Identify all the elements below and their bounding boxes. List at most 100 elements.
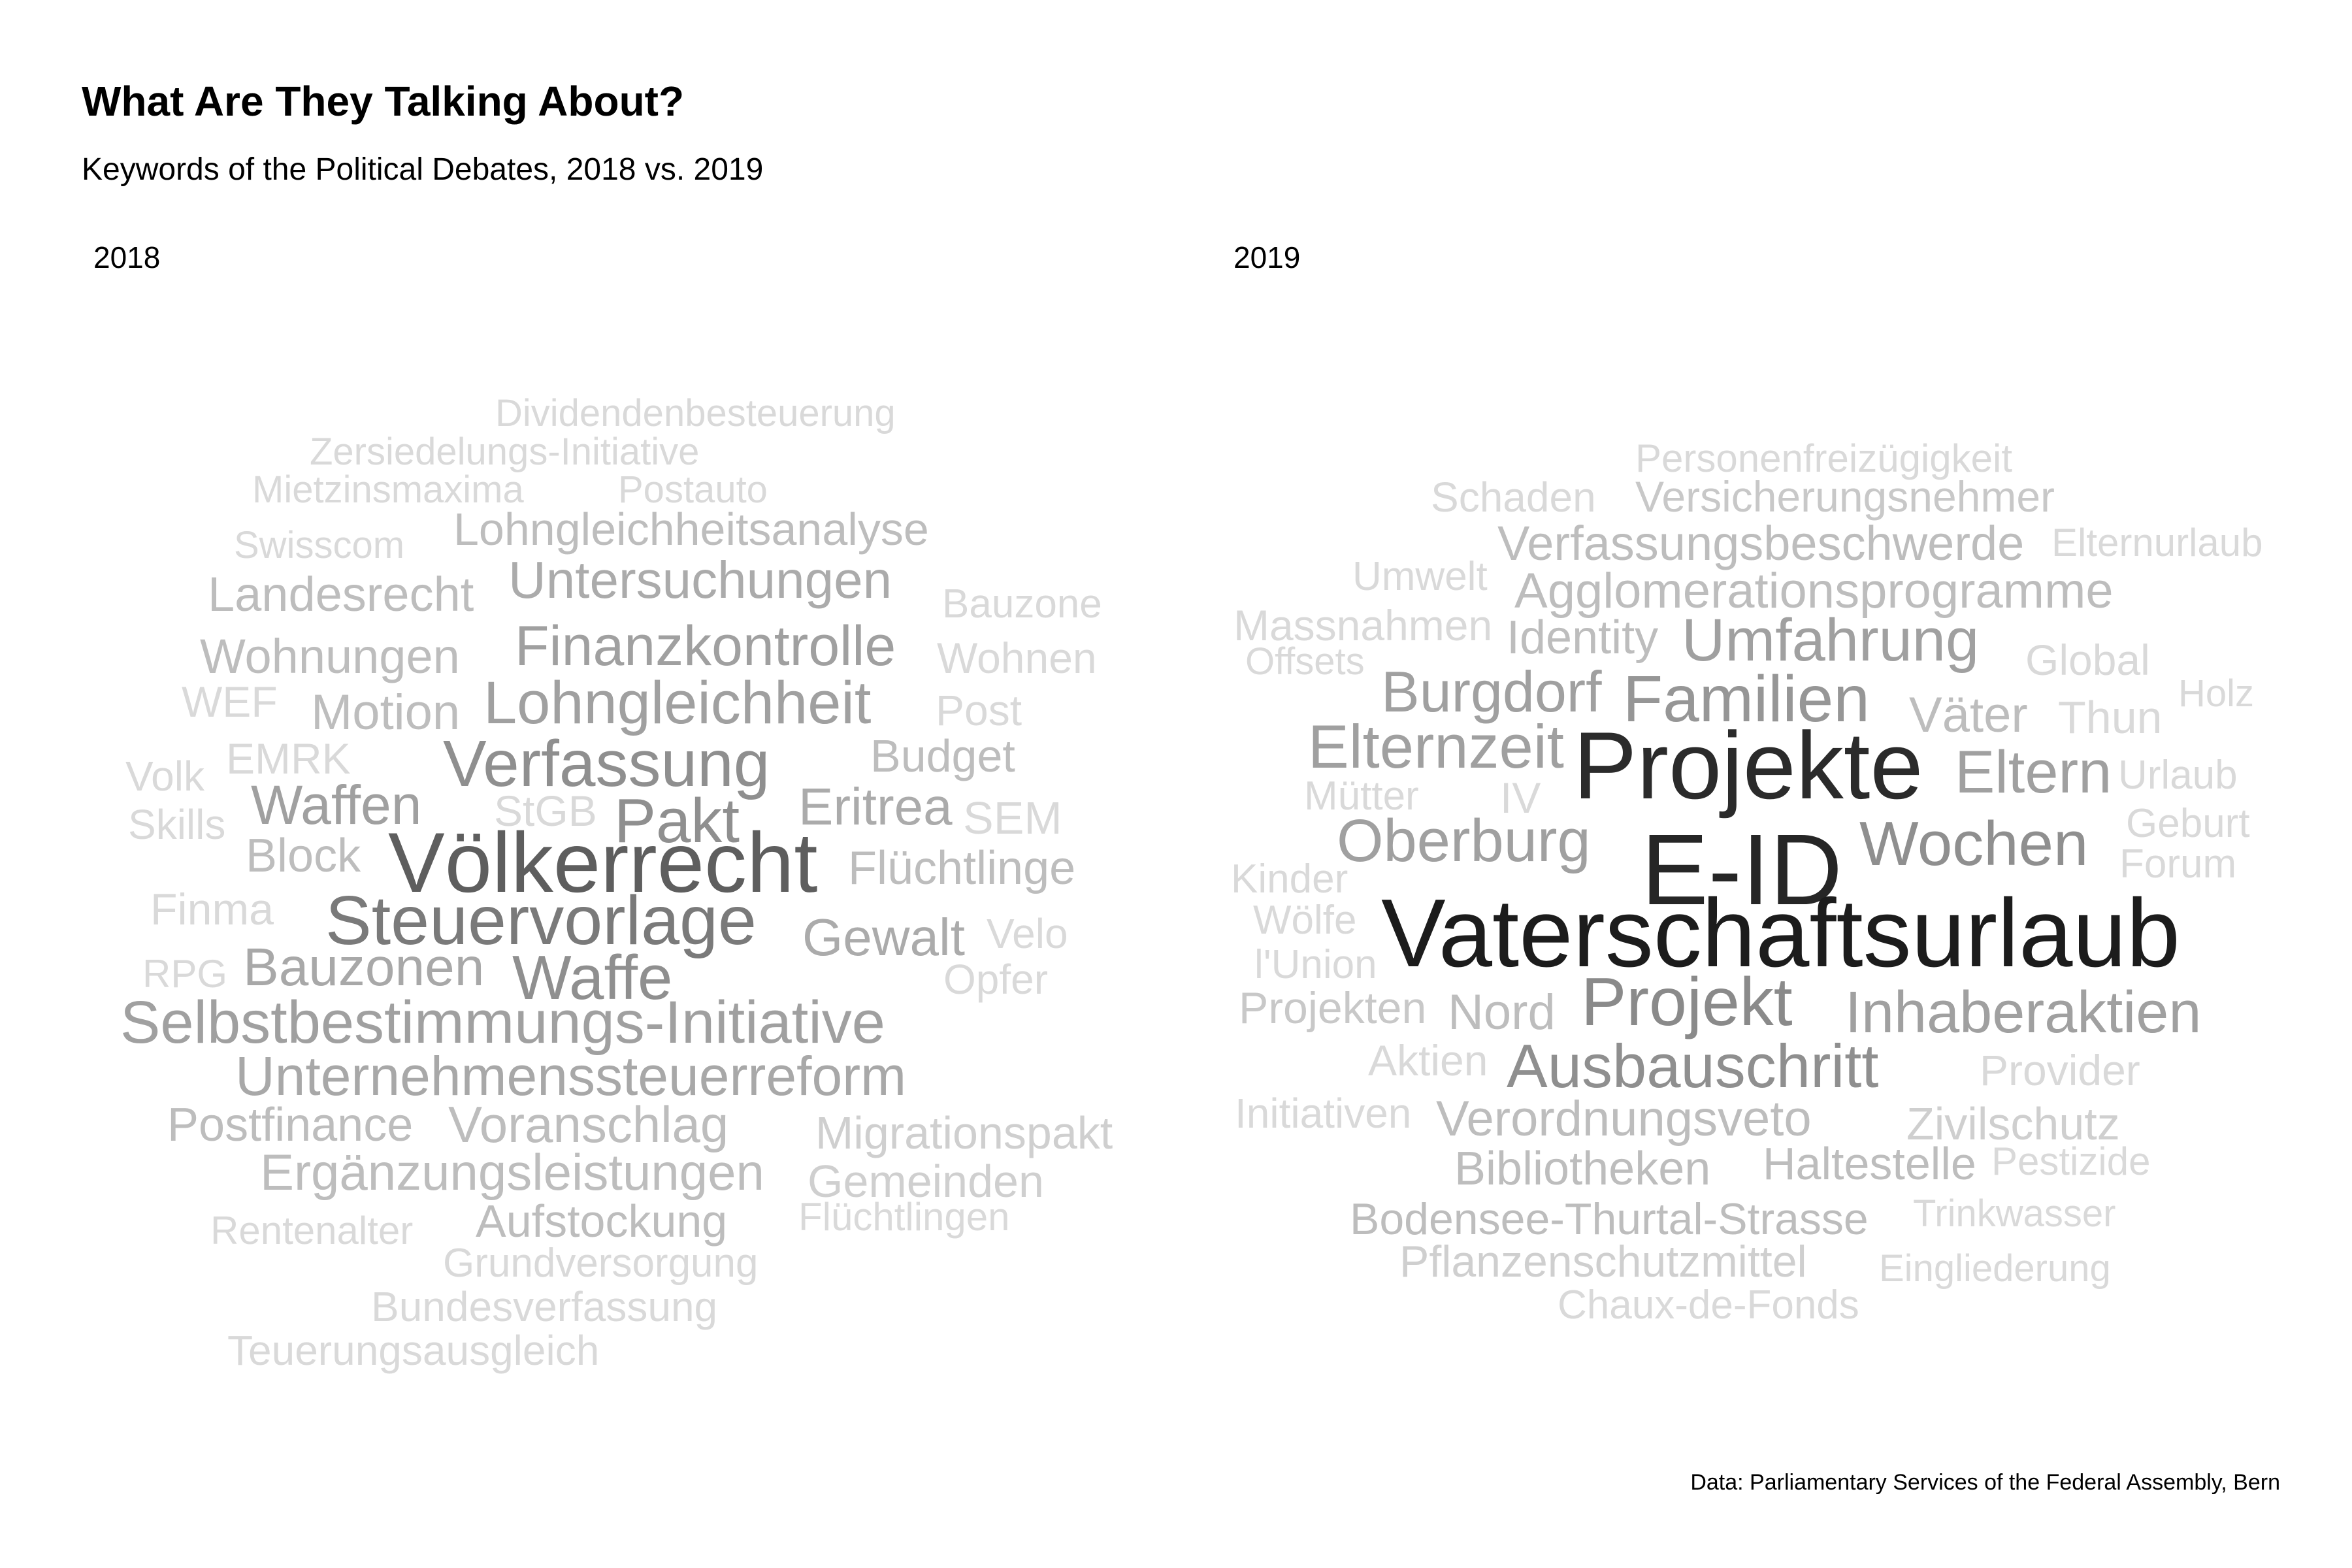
wordcloud-word: Identity bbox=[1507, 612, 1658, 664]
wordcloud-word: Ausbauschritt bbox=[1507, 1032, 1879, 1100]
wordcloud-word: Initiativen bbox=[1235, 1090, 1411, 1137]
wordcloud-word: Ergänzungsleistungen bbox=[260, 1143, 764, 1201]
wordcloud-word: Pakt bbox=[614, 786, 740, 856]
wordcloud-word: Block bbox=[246, 830, 361, 882]
wordcloud-word: Finma bbox=[150, 885, 274, 934]
wordcloud-word: Postauto bbox=[618, 468, 768, 511]
wordcloud-word: Wochen bbox=[1859, 809, 2088, 879]
wordcloud-word: Voranschlag bbox=[448, 1096, 728, 1153]
wordcloud-2018: DividendenbesteuerungZersiedelungs-Initi… bbox=[120, 392, 1113, 1374]
wordcloud-word: Selbstbestimmungs-Initiative bbox=[120, 989, 885, 1056]
wordcloud-word: Dividendenbesteuerung bbox=[495, 392, 896, 434]
wordcloud-word: Bodensee-Thurtal-Strasse bbox=[1350, 1194, 1869, 1244]
wordcloud-word: Projekten bbox=[1239, 983, 1426, 1033]
wordcloud-word: Forum bbox=[2119, 841, 2236, 887]
wordcloud-word: Wohnungen bbox=[200, 629, 460, 683]
wordcloud-word: Grundversorgung bbox=[443, 1241, 759, 1286]
wordcloud-word: Steuervorlage bbox=[325, 882, 757, 959]
wordcloud-word: Aktien bbox=[1368, 1036, 1488, 1085]
wordcloud-word: Bauzone bbox=[942, 581, 1102, 627]
wordcloud-word: Gemeinden bbox=[808, 1156, 1044, 1207]
wordcloud-word: Massnahmen bbox=[1233, 601, 1492, 649]
wordcloud-word: Burgdorf bbox=[1381, 659, 1602, 724]
wordcloud-word: Bibliotheken bbox=[1454, 1143, 1710, 1195]
wordcloud-word: Pflanzenschutzmittel bbox=[1399, 1237, 1807, 1286]
wordcloud-word: Teuerungsausgleich bbox=[227, 1327, 599, 1374]
wordcloud-word: SEM bbox=[963, 792, 1062, 843]
wordcloud-word: Trinkwasser bbox=[1913, 1192, 2115, 1235]
wordcloud-word: Bauzonen bbox=[243, 938, 484, 997]
panel-label-2019: 2019 bbox=[1233, 240, 1300, 274]
wordcloud-word: RPG bbox=[142, 952, 227, 996]
wordcloud-word: Zersiedelungs-Initiative bbox=[310, 431, 699, 473]
wordcloud-word: Lohngleichheit bbox=[483, 670, 871, 736]
wordcloud-word: Agglomerationsprogramme bbox=[1514, 563, 2114, 619]
wordcloud-word: Elternurlaub bbox=[2051, 521, 2263, 564]
wordcloud-word: Völkerrecht bbox=[388, 815, 818, 910]
wordcloud-word: Projekt bbox=[1581, 964, 1793, 1040]
wordcloud-word: Postfinance bbox=[167, 1099, 413, 1151]
chart-title: What Are They Talking About? bbox=[82, 78, 684, 125]
wordcloud-word: Haltestelle bbox=[1763, 1138, 1976, 1189]
wordcloud-word: Budget bbox=[870, 730, 1015, 781]
wordcloud-word: Wölfe bbox=[1253, 898, 1356, 943]
wordcloud-word: Mietzinsmaxima bbox=[252, 468, 524, 511]
wordcloud-word: Versicherungsnehmer bbox=[1635, 472, 2055, 521]
wordcloud-word: EMRK bbox=[226, 734, 351, 783]
wordcloud-word: Chaux-de-Fonds bbox=[1558, 1282, 1859, 1328]
wordcloud-word: Swisscom bbox=[234, 524, 404, 566]
wordcloud-word: Motion bbox=[311, 685, 460, 740]
wordcloud-word: IV bbox=[1500, 774, 1541, 822]
wordcloud-word: Verfassungsbeschwerde bbox=[1497, 516, 2024, 570]
wordcloud-word: Waffen bbox=[251, 774, 421, 836]
wordcloud-word: Verordnungsveto bbox=[1436, 1091, 1812, 1147]
wordcloud-word: Vaterschaftsurlaub bbox=[1381, 879, 2180, 987]
data-source-caption: Data: Parliamentary Services of the Fede… bbox=[1690, 1470, 2280, 1495]
wordcloud-word: Kinder bbox=[1231, 857, 1348, 902]
wordcloud-word: Waffe bbox=[512, 943, 672, 1013]
wordcloud-word: Holz bbox=[2178, 672, 2254, 715]
wordcloud-word: Opfer bbox=[943, 956, 1048, 1003]
wordcloud-word: Flüchtlingen bbox=[798, 1195, 1010, 1239]
wordcloud-word: Familien bbox=[1623, 662, 1870, 736]
wordcloud-word: Finanzkontrolle bbox=[515, 615, 896, 678]
chart-subtitle: Keywords of the Political Debates, 2018 … bbox=[82, 152, 763, 187]
wordcloud-word: l'Union bbox=[1254, 942, 1377, 987]
wordcloud-word: Pestizide bbox=[1991, 1139, 2150, 1183]
wordcloud-word: Umfahrung bbox=[1682, 607, 1979, 674]
wordcloud-word: Migrationspakt bbox=[815, 1107, 1113, 1158]
wordcloud-word: Aufstockung bbox=[476, 1196, 727, 1247]
wordcloud-word: Urlaub bbox=[2118, 753, 2238, 798]
wordcloud-word: Schaden bbox=[1431, 474, 1596, 521]
wordcloud-word: Flüchtlinge bbox=[848, 842, 1075, 894]
wordcloud-word: Eltern bbox=[1955, 739, 2112, 806]
wordcloud-word: Umwelt bbox=[1352, 554, 1488, 599]
wordcloud-word: Provider bbox=[1980, 1046, 2140, 1094]
wordcloud-word: Thun bbox=[2058, 692, 2163, 743]
wordcloud-word: Nord bbox=[1448, 985, 1556, 1040]
wordcloud-word: Wohnen bbox=[937, 634, 1097, 682]
wordcloud-2019: Personenfreizügigkeit Schaden Versicherung… bbox=[1231, 436, 2263, 1328]
panel-label-2018: 2018 bbox=[93, 240, 160, 274]
wordcloud-word: Skills bbox=[128, 801, 225, 848]
wordcloud-word: Post bbox=[936, 686, 1022, 734]
wordcloud-word: Rentenalter bbox=[210, 1209, 413, 1252]
wordcloud-word: Volk bbox=[125, 753, 205, 800]
wordcloud-word: Elternzeit bbox=[1308, 712, 1564, 781]
wordcloud-word: Eingliederung bbox=[1879, 1247, 2111, 1290]
wordcloud-word: Bundesverfassung bbox=[371, 1283, 717, 1330]
wordcloud-word: Eritrea bbox=[798, 777, 953, 836]
wordcloud-word: Unternehmenssteuerreform bbox=[235, 1045, 906, 1107]
wordcloud-word: Oberburg bbox=[1337, 808, 1591, 874]
wordcloud-word: Gewalt bbox=[802, 908, 965, 966]
wordcloud-word: WEF bbox=[182, 678, 278, 726]
wordcloud-word: StGB bbox=[494, 787, 597, 835]
wordcloud-word: Landesrecht bbox=[208, 567, 474, 621]
wordcloud-word: Verfassung bbox=[443, 727, 770, 800]
wordcloud-word: Global bbox=[2025, 636, 2150, 684]
wordcloud-word: Personenfreizügigkeit bbox=[1635, 436, 2012, 480]
wordcloud-word: Lohngleichheitsanalyse bbox=[453, 504, 929, 555]
wordcloud-word: Projekte bbox=[1573, 712, 1923, 819]
wordcloud-word: Velo bbox=[987, 910, 1068, 957]
